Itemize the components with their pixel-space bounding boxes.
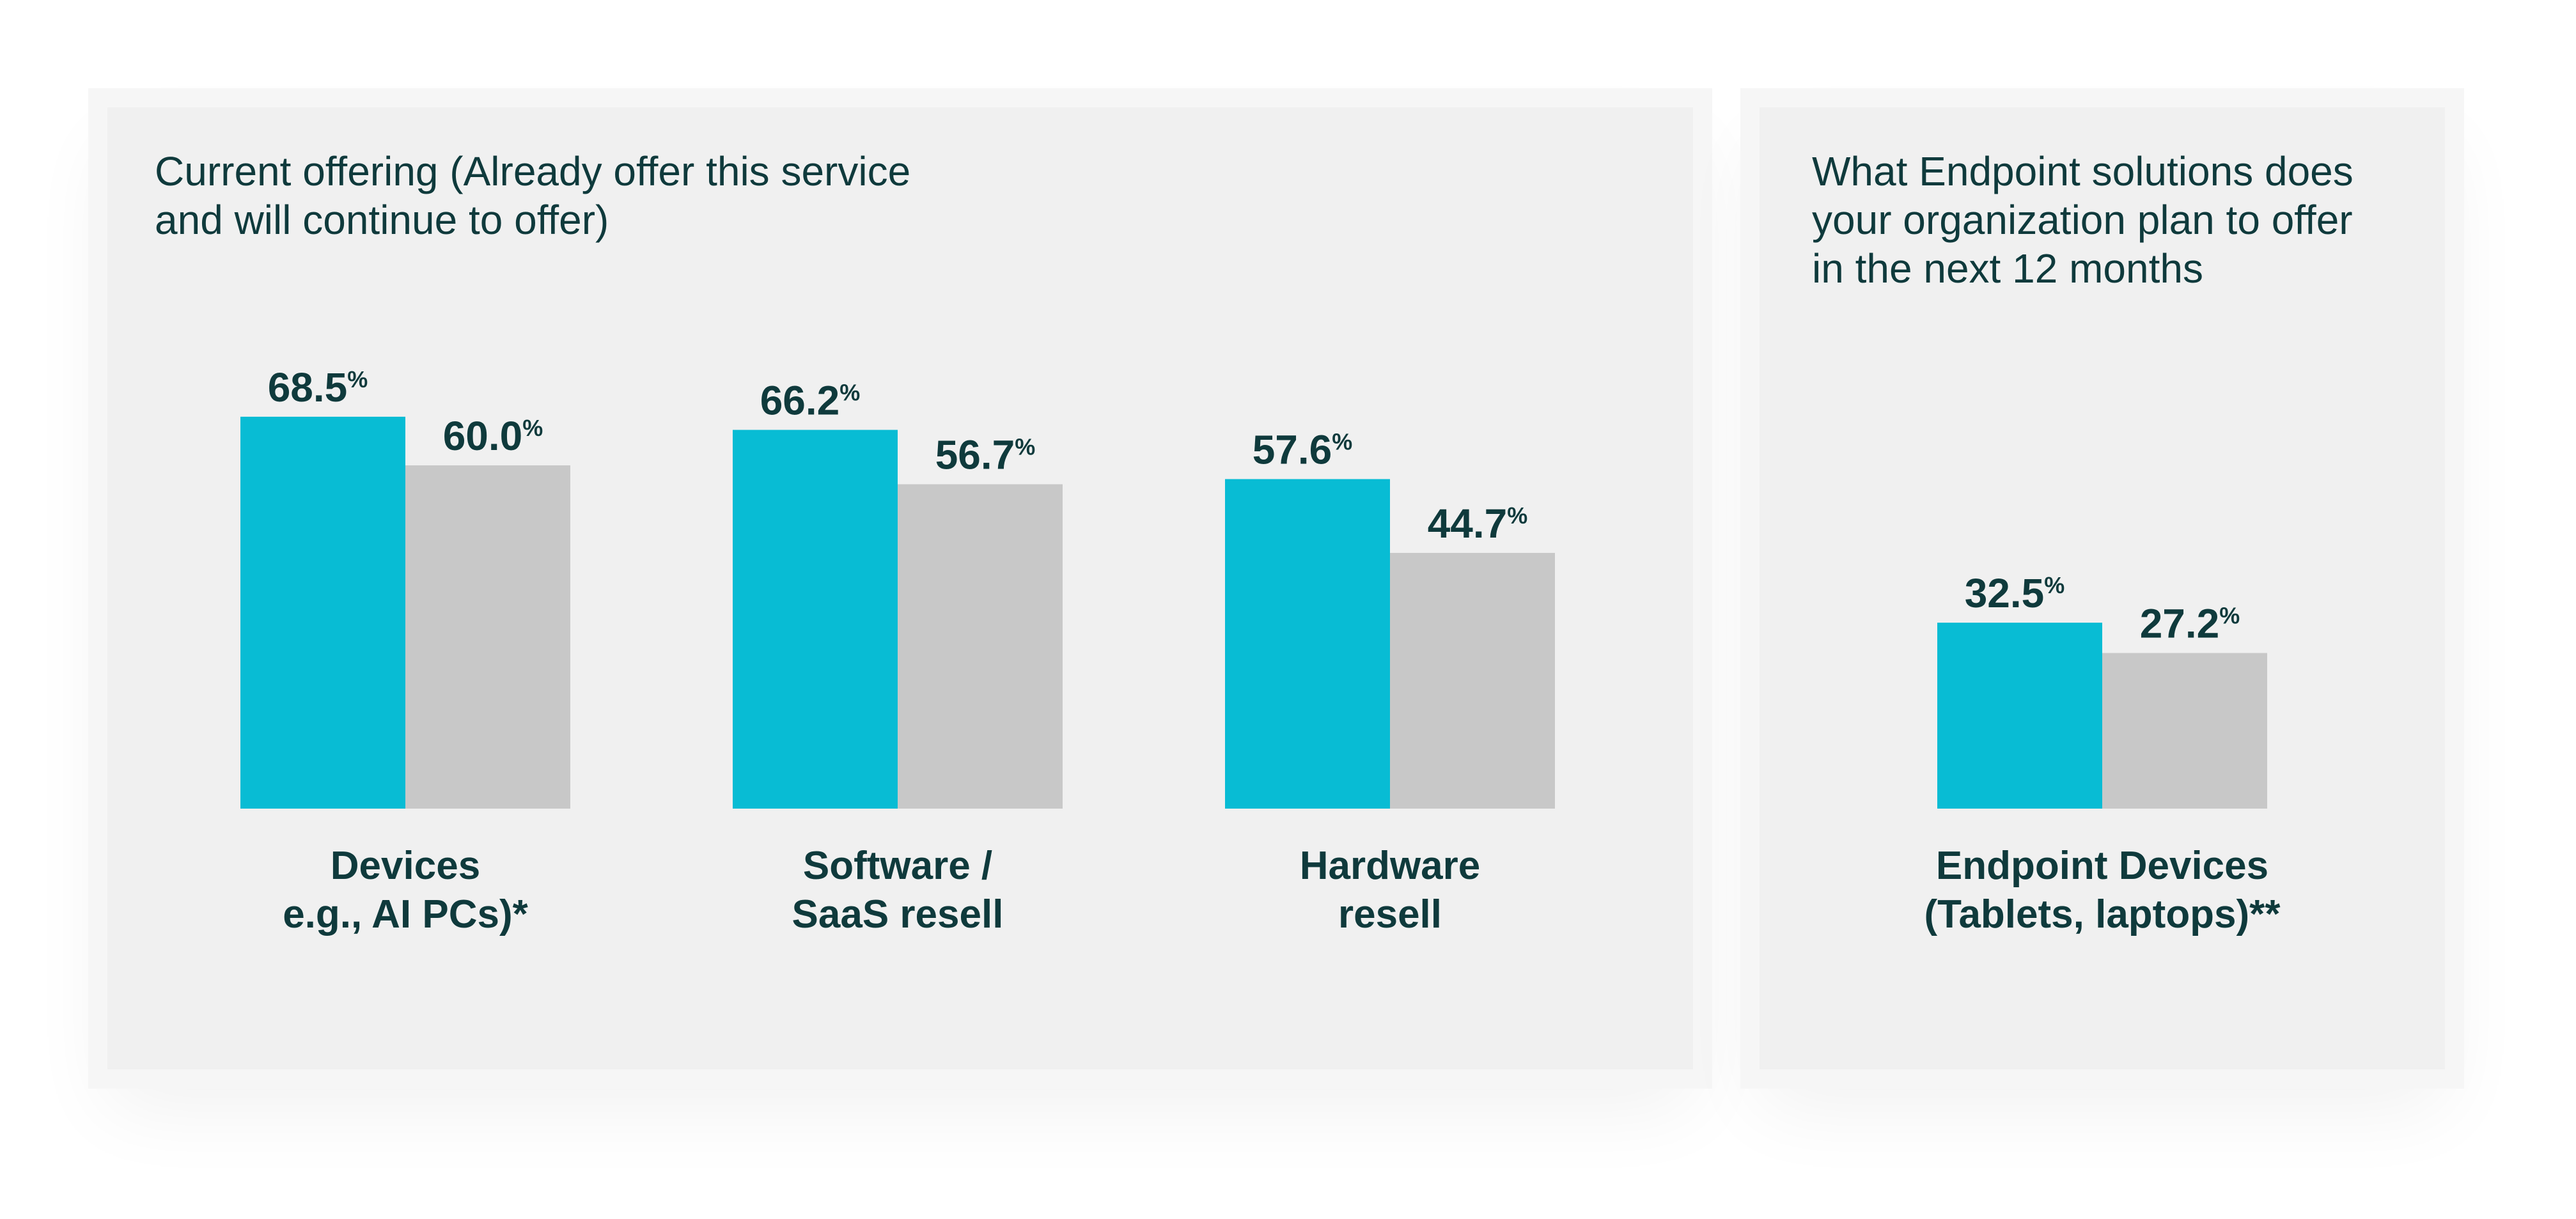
bar-secondary-1 (898, 484, 1063, 809)
data-label: 56.7% (935, 432, 1036, 478)
data-label: 66.2% (760, 378, 861, 424)
bar-chart-current-offering: 68.5% 60.0% Devices e.g., AI PCs)* 66.2% 56.7… (240, 364, 1555, 936)
chart-panel-endpoint-plans: What Endpoint solutions does your organi… (1760, 107, 2445, 1069)
category-label: Hardware resell (1300, 844, 1481, 936)
bar-primary-0 (1937, 623, 2102, 809)
bar-secondary-2 (1390, 552, 1555, 809)
data-label: 44.7% (1428, 501, 1528, 547)
bar-secondary-0 (2102, 653, 2267, 809)
bar-primary-2 (1225, 479, 1390, 809)
bar-chart-endpoint-plans: 32.5% 27.2% Endpoint Devices (Tablets, lapt… (1924, 570, 2281, 936)
chart-title: Current offering (Already offer this ser… (155, 148, 911, 243)
data-label: 32.5% (1965, 570, 2065, 616)
bar-primary-0 (240, 416, 405, 809)
data-label: 57.6% (1253, 426, 1353, 472)
bar-primary-1 (733, 430, 898, 809)
data-label: 68.5% (268, 364, 368, 410)
category-label: Endpoint Devices (Tablets, laptops)** (1924, 844, 2281, 936)
bar-secondary-0 (405, 465, 570, 809)
chart-title: What Endpoint solutions does your organi… (1812, 148, 2354, 291)
chart-panel-current-offering: Current offering (Already offer this ser… (107, 107, 1693, 1069)
data-label: 60.0% (443, 413, 543, 459)
category-label: Software / SaaS resell (792, 844, 1004, 936)
data-label: 27.2% (2140, 601, 2240, 647)
category-label: Devices e.g., AI PCs)* (283, 844, 528, 936)
